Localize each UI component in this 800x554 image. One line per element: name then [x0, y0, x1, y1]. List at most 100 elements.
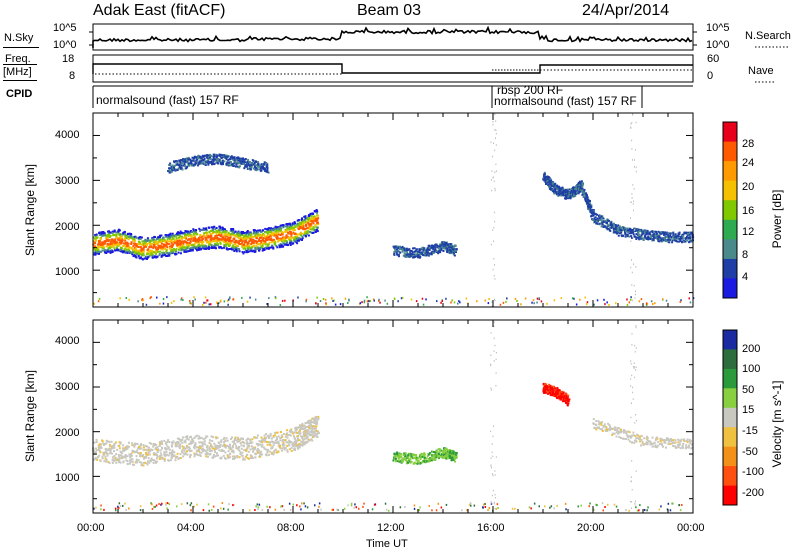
power-cell: [242, 252, 245, 255]
power-cell: [658, 236, 660, 239]
power-cell: [660, 232, 663, 235]
power-cell: [238, 237, 241, 240]
power-cell: [144, 241, 147, 244]
power-cell: [650, 230, 653, 233]
power-cell: [631, 139, 633, 142]
velocity-cell: [306, 431, 309, 434]
power-cell: [532, 299, 535, 302]
power-cell: [214, 228, 217, 231]
power-cell: [573, 297, 575, 300]
power-cell: [282, 226, 285, 229]
power-cell: [92, 240, 95, 242]
power-cell: [255, 240, 258, 243]
power-cell: [158, 236, 161, 239]
power-cell: [651, 233, 654, 236]
velocity-cell: [293, 431, 296, 434]
power-cell: [105, 245, 108, 248]
velocity-cell: [115, 441, 117, 444]
power-cell: [166, 237, 169, 240]
power-cell: [121, 247, 123, 250]
power-cell: [213, 162, 216, 165]
power-cell: [174, 241, 177, 244]
power-cell: [125, 237, 128, 240]
power-cell: [261, 229, 264, 232]
power-cell: [98, 243, 101, 246]
power-cell: [304, 217, 307, 220]
power-cell: [397, 250, 400, 253]
power-cell: [178, 239, 181, 242]
velocity-cell: [298, 431, 300, 434]
power-cell: [168, 240, 171, 243]
power-cell: [271, 244, 274, 247]
power-cell: [223, 241, 226, 244]
power-cell: [308, 228, 311, 230]
power-cell: [284, 230, 287, 233]
velocity-cell: [134, 442, 137, 445]
power-cell: [667, 238, 670, 241]
power-cell: [181, 161, 184, 164]
power-cell: [293, 232, 296, 235]
power-cell: [114, 249, 117, 252]
velocity-cell: [187, 448, 190, 451]
power-cell: [432, 246, 435, 249]
power-cell: [103, 232, 106, 235]
velocity-cell: [150, 448, 152, 451]
power-cell: [252, 235, 255, 238]
power-cell: [379, 301, 381, 304]
power-cell: [567, 191, 569, 194]
velocity-cell: [311, 427, 314, 430]
velocity-cell: [263, 447, 266, 450]
power-cell: [154, 242, 157, 245]
power-cell: [120, 235, 123, 238]
power-cell: [308, 217, 311, 220]
power-cell: [594, 216, 597, 219]
sky-panel-frame: [92, 23, 694, 51]
velocity-cell: [247, 450, 250, 453]
velocity-cell: [218, 446, 221, 449]
power-cell: [225, 230, 228, 233]
velocity-cell: [238, 440, 241, 443]
velocity-cell: [119, 454, 122, 457]
power-cell: [122, 245, 125, 247]
power-cell: [446, 244, 448, 247]
velocity-cell: [181, 445, 184, 448]
velocity-cell: [130, 454, 133, 457]
power-cell: [213, 246, 216, 249]
power-cell: [435, 249, 438, 252]
power-cell: [567, 197, 569, 200]
velocity-cell: [158, 444, 161, 447]
velocity-cell: [188, 443, 191, 445]
power-cell: [219, 241, 222, 244]
velocity-cell: [217, 445, 220, 448]
power-cell: [103, 242, 106, 245]
velocity-cell: [198, 447, 200, 450]
velocity-cell: [292, 442, 294, 445]
power-cell: [247, 167, 250, 170]
power-cell: [194, 237, 197, 240]
velocity-cell: [220, 439, 223, 442]
power-cell: [201, 237, 204, 240]
power-cell: [414, 249, 417, 252]
power-cell: [259, 234, 262, 237]
power-cell: [678, 240, 681, 243]
power-cell: [308, 224, 311, 227]
power-cell: [255, 244, 258, 247]
velocity-cell: [110, 445, 113, 448]
power-cell: [604, 303, 606, 306]
velocity-cell: [115, 457, 118, 460]
power-cell: [296, 242, 299, 245]
power-cell: [229, 233, 232, 235]
velocity-cell: [254, 452, 257, 455]
power-cell: [621, 226, 624, 228]
velocity-cell: [203, 440, 206, 443]
power-cell: [487, 302, 490, 305]
power-cell: [193, 245, 196, 248]
power-cell: [628, 228, 631, 231]
power-cell: [550, 179, 553, 182]
velocity-cell: [161, 446, 163, 449]
power-cell: [442, 249, 445, 252]
velocity-cell: [213, 442, 216, 445]
power-cell: [177, 251, 180, 254]
velocity-cell: [273, 431, 276, 434]
velocity-cell: [216, 452, 218, 455]
